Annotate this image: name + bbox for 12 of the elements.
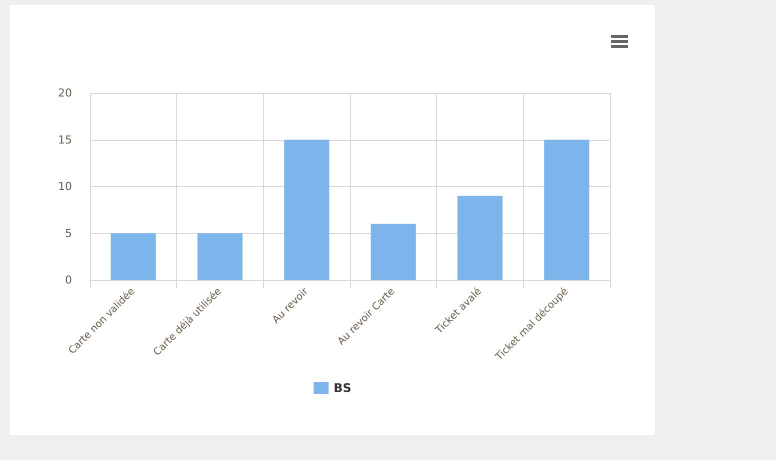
y-tick-label: 10 [58,180,72,193]
bar [284,140,330,280]
bar [370,224,416,280]
y-tick-label: 20 [58,86,72,100]
bar [197,233,243,280]
y-tick-label: 5 [65,226,72,240]
bar [457,196,503,280]
y-tick-label: 0 [65,274,72,286]
y-tick-label: 15 [58,133,72,146]
bar [110,233,156,280]
bar [544,140,590,280]
legend-label: BS [334,381,352,395]
